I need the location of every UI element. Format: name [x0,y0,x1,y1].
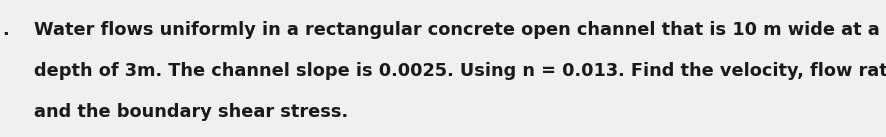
Text: .: . [2,21,8,39]
Text: Water flows uniformly in a rectangular concrete open channel that is 10 m wide a: Water flows uniformly in a rectangular c… [34,21,880,39]
Text: depth of 3m. The channel slope is 0.0025. Using n = 0.013. Find the velocity, fl: depth of 3m. The channel slope is 0.0025… [34,62,886,80]
Text: and the boundary shear stress.: and the boundary shear stress. [34,103,348,121]
